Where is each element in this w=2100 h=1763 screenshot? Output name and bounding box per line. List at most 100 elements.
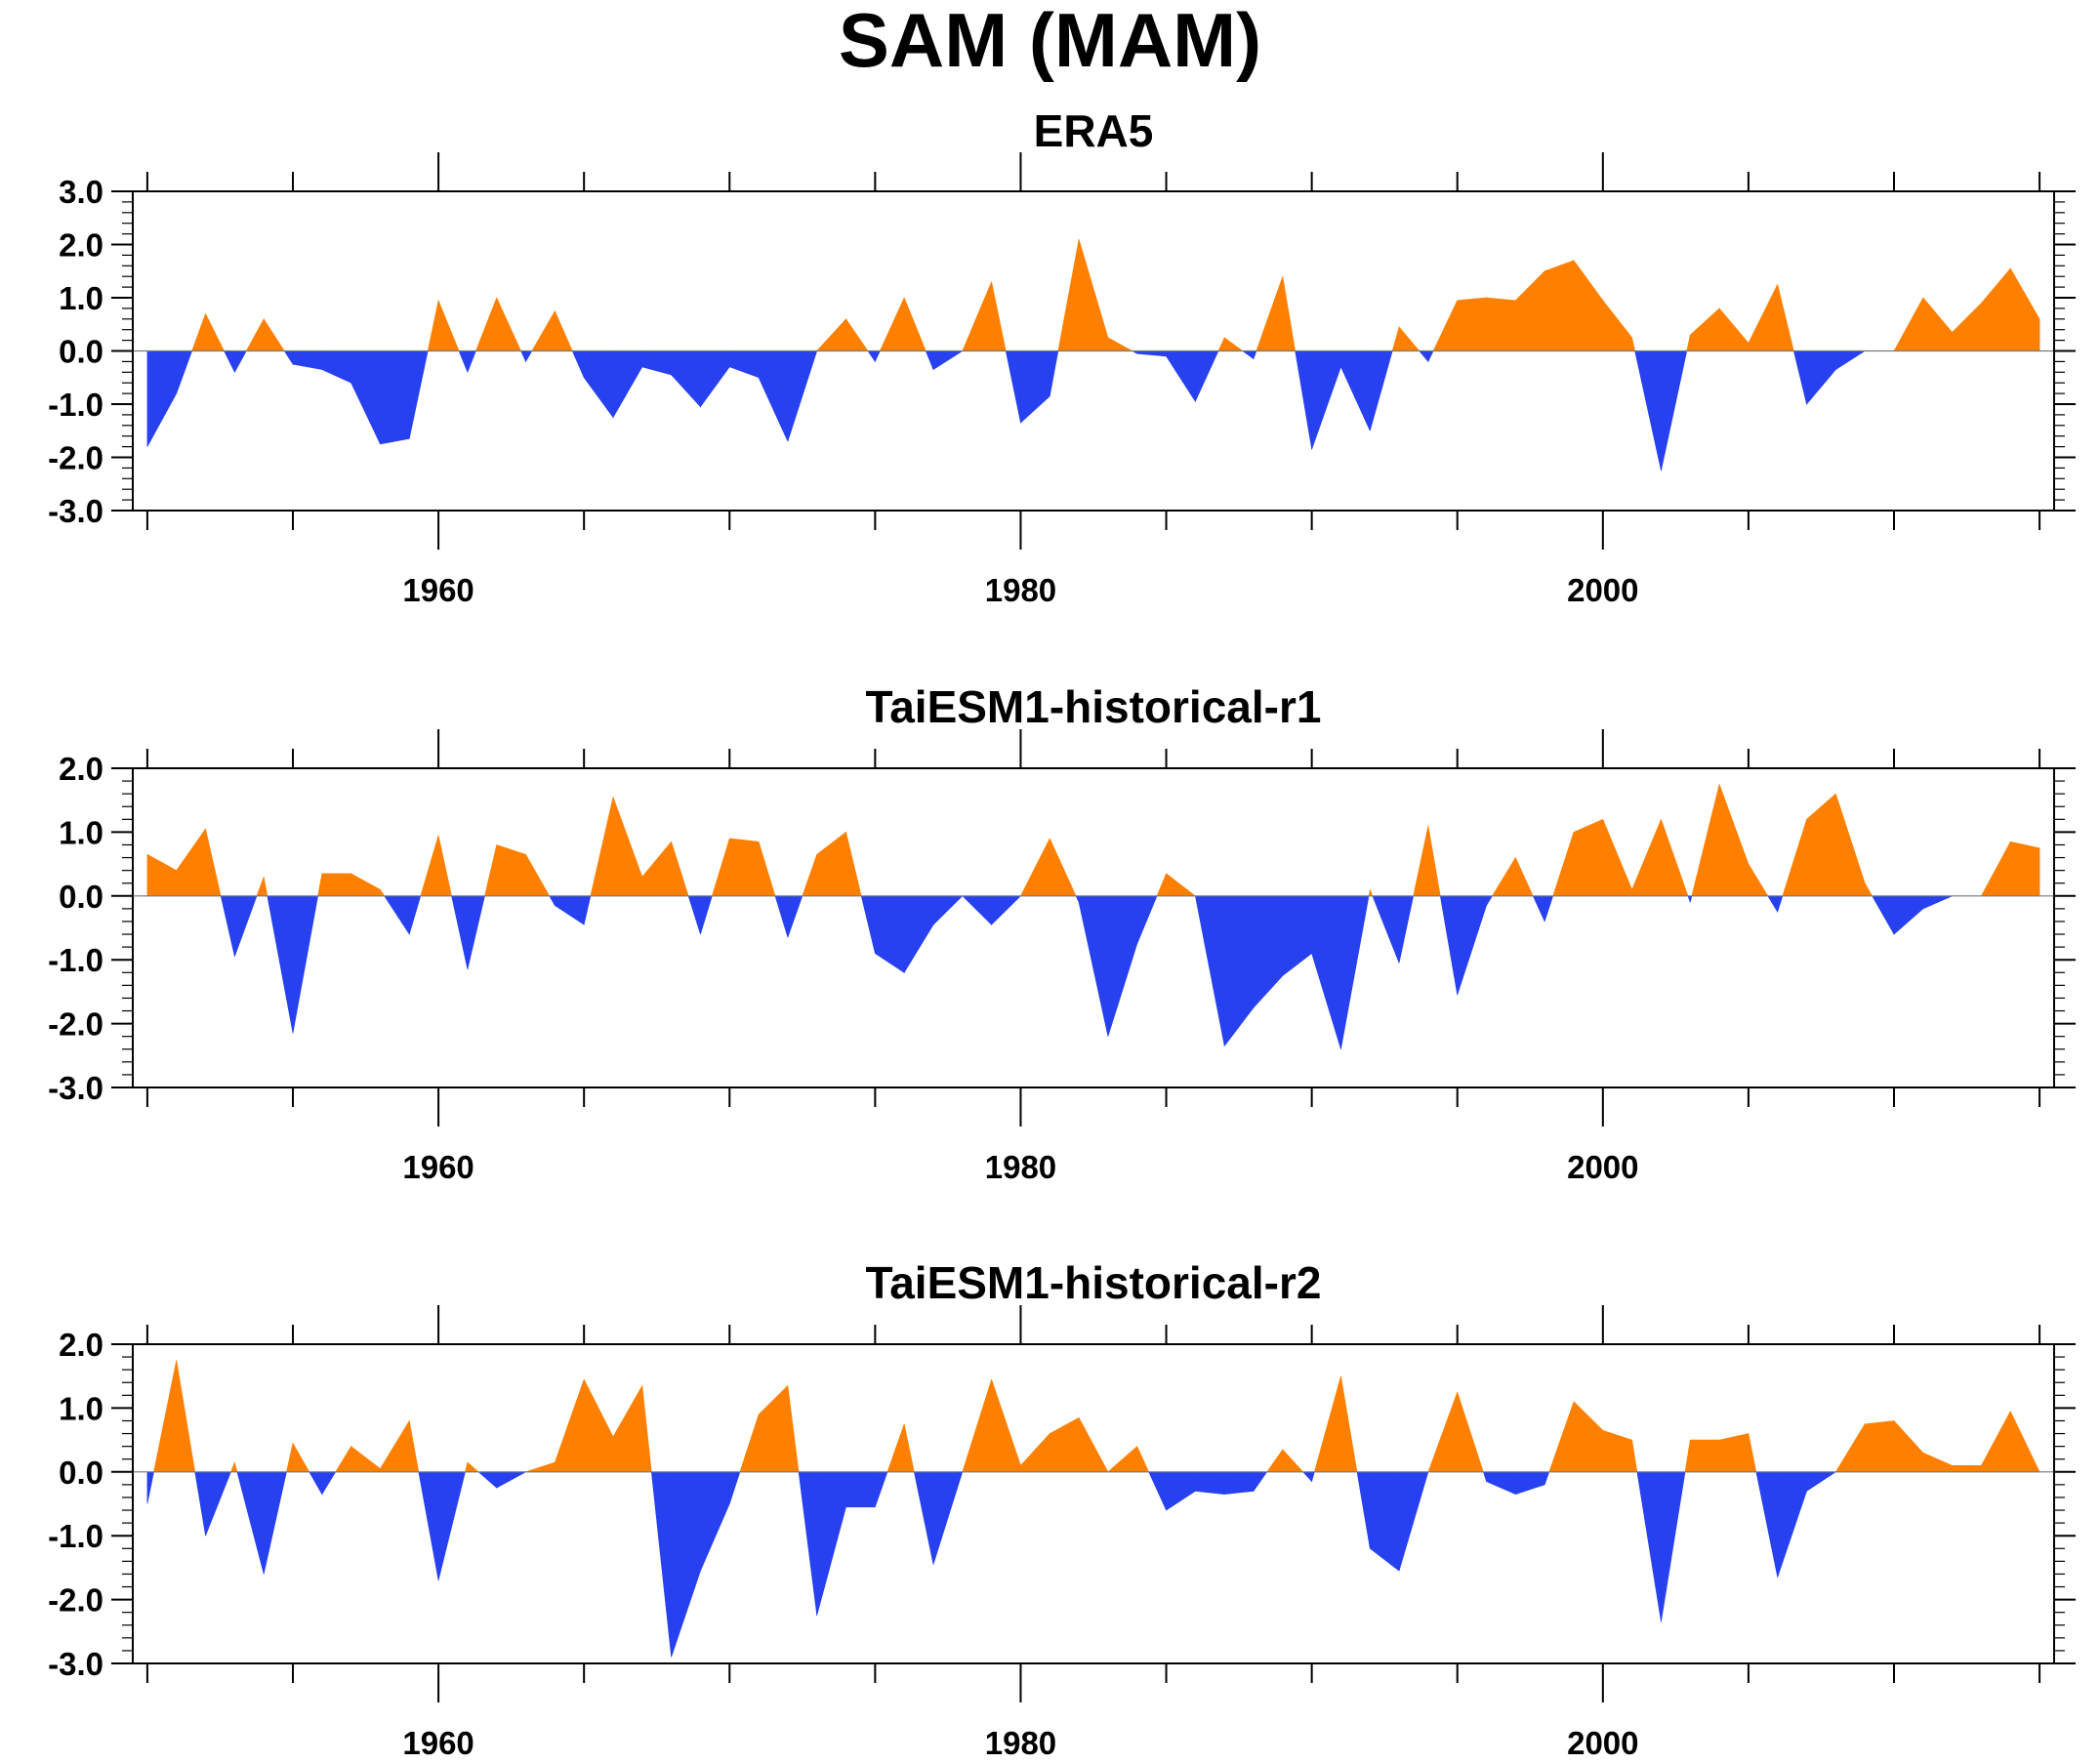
positive-area xyxy=(1256,276,1284,351)
positive-area xyxy=(1049,1416,1080,1473)
y-tick-label: 1.0 xyxy=(59,814,103,850)
positive-area xyxy=(1544,260,1575,351)
plot-frame xyxy=(132,767,2055,1088)
negative-area xyxy=(571,350,585,378)
negative-area xyxy=(263,1471,287,1575)
negative-area xyxy=(205,1471,231,1537)
positive-area xyxy=(1057,238,1080,351)
positive-area xyxy=(1602,299,1632,351)
negative-area xyxy=(1755,1471,1779,1578)
positive-area xyxy=(531,309,556,351)
negative-area xyxy=(220,895,235,957)
negative-area xyxy=(875,895,905,973)
negative-area xyxy=(1482,1471,1487,1482)
positive-area xyxy=(191,313,206,351)
negative-area xyxy=(176,350,193,394)
positive-area xyxy=(1835,794,1866,897)
positive-area xyxy=(467,1461,479,1473)
positive-area xyxy=(903,297,926,351)
positive-area xyxy=(1689,308,1720,351)
positive-area xyxy=(230,1461,235,1473)
negative-area xyxy=(1457,895,1487,996)
positive-area xyxy=(1340,1375,1358,1473)
y-tick-label: -3.0 xyxy=(48,1646,103,1682)
positive-area xyxy=(962,281,992,351)
y-tick-label: 2.0 xyxy=(59,1327,103,1363)
positive-area xyxy=(555,310,573,351)
x-tick-label: 1960 xyxy=(402,1725,474,1761)
negative-area xyxy=(641,350,672,376)
negative-area xyxy=(408,895,422,935)
negative-area xyxy=(612,350,643,419)
negative-area xyxy=(860,895,876,954)
y-tick-label: 0.0 xyxy=(59,1455,103,1491)
negative-area xyxy=(1223,1471,1255,1496)
negative-area xyxy=(1398,895,1415,964)
negative-area xyxy=(267,895,294,1034)
positive-area xyxy=(758,1384,789,1473)
negative-area xyxy=(1369,1471,1400,1572)
negative-area xyxy=(1661,1471,1686,1622)
panel-title: TaiESM1-historical-r1 xyxy=(866,681,1322,732)
y-tick-label: -3.0 xyxy=(48,1070,103,1106)
positive-area xyxy=(350,873,381,897)
negative-area xyxy=(700,895,713,935)
x-tick-label: 2000 xyxy=(1567,1149,1638,1185)
negative-area xyxy=(1369,350,1393,431)
negative-area xyxy=(1136,350,1167,357)
positive-area xyxy=(437,300,460,351)
positive-area xyxy=(176,1360,196,1473)
negative-area xyxy=(925,350,934,370)
positive-area xyxy=(1515,270,1545,351)
x-tick-label: 1960 xyxy=(402,572,474,608)
negative-area xyxy=(1419,350,1429,363)
positive-area xyxy=(256,877,265,897)
positive-area xyxy=(1864,882,1874,897)
positive-area xyxy=(263,877,268,897)
positive-area xyxy=(1573,259,1604,351)
negative-area xyxy=(1223,895,1255,1047)
negative-area xyxy=(408,350,429,439)
negative-area xyxy=(671,350,701,408)
negative-area xyxy=(867,350,876,363)
positive-area xyxy=(1217,337,1225,351)
negative-area xyxy=(1486,895,1494,907)
y-tick-label: -1.0 xyxy=(48,1518,103,1554)
negative-area xyxy=(525,350,533,363)
positive-area xyxy=(525,1461,556,1473)
positive-area xyxy=(1981,267,2011,351)
negative-area xyxy=(1166,1471,1196,1511)
negative-area xyxy=(437,1471,466,1581)
negative-area xyxy=(1689,895,1693,903)
y-tick-label: 2.0 xyxy=(59,751,103,787)
positive-area xyxy=(1413,825,1429,897)
negative-area xyxy=(451,895,469,970)
positive-area xyxy=(641,840,672,897)
positive-area xyxy=(816,831,846,897)
positive-area xyxy=(380,1419,410,1473)
negative-area xyxy=(1792,350,1807,405)
negative-area xyxy=(1872,895,1895,936)
positive-area xyxy=(1748,863,1769,897)
negative-area xyxy=(1372,895,1400,964)
negative-area xyxy=(234,895,258,958)
negative-area xyxy=(903,895,934,974)
negative-area xyxy=(1253,895,1284,1009)
positive-area xyxy=(1156,873,1167,897)
negative-area xyxy=(728,350,760,379)
negative-area xyxy=(1241,350,1255,360)
y-tick-label: 3.0 xyxy=(59,174,103,210)
negative-area xyxy=(236,1471,265,1575)
negative-area xyxy=(1195,350,1219,402)
negative-area xyxy=(1532,895,1545,922)
plot-frame xyxy=(132,1343,2055,1664)
positive-area xyxy=(1980,841,2011,897)
negative-area xyxy=(798,1471,818,1616)
positive-area xyxy=(1952,1464,1982,1473)
positive-area xyxy=(153,1360,178,1473)
positive-area xyxy=(1602,1429,1632,1473)
positive-area xyxy=(1777,284,1794,351)
negative-area xyxy=(1893,895,1924,935)
negative-area xyxy=(650,1471,672,1658)
negative-area xyxy=(962,895,992,925)
